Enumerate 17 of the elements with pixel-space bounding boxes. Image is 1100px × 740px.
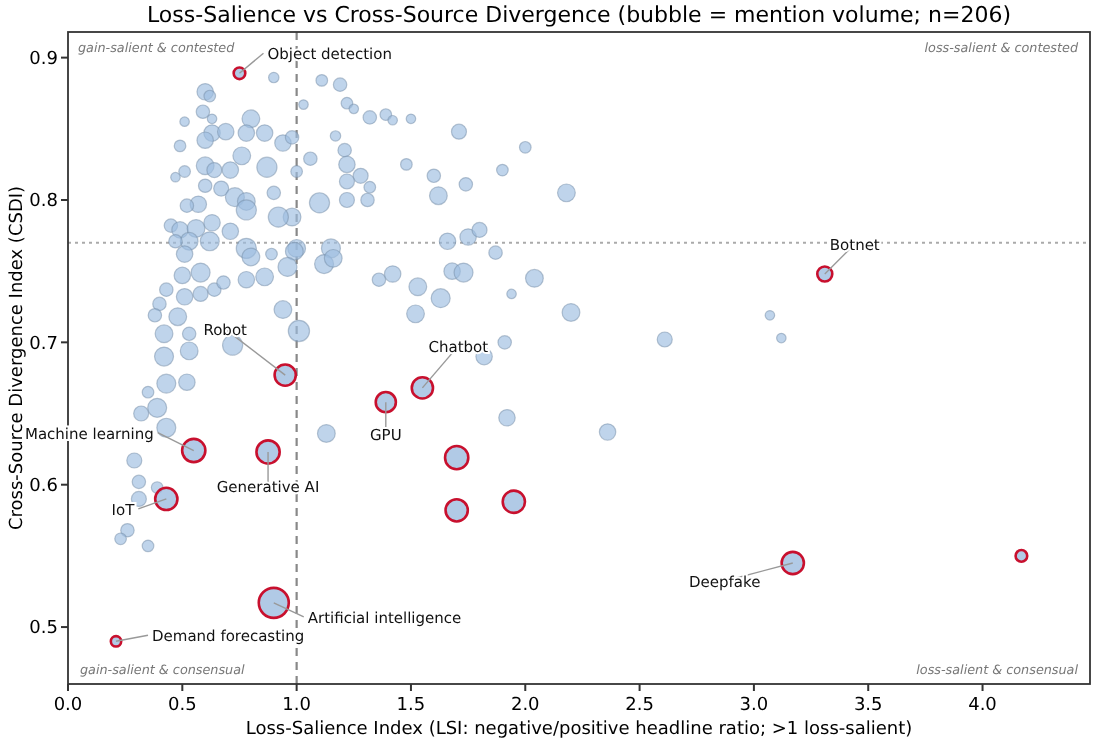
- x-tick-label: 2.5: [625, 696, 654, 716]
- x-tick-label: 1.5: [396, 696, 426, 716]
- y-tick-label: 0.5: [29, 619, 58, 640]
- y-tick-label: 0.9: [29, 50, 59, 71]
- x-tick-label: 3.5: [853, 696, 883, 716]
- x-tick-label: 3.0: [739, 696, 769, 716]
- x-tick-label: 1.0: [282, 696, 312, 716]
- chart-title: Loss-Salience vs Cross-Source Divergence (bubble = mention volume; n=206): [147, 2, 1011, 28]
- y-tick-label: 0.8: [29, 192, 59, 213]
- y-tick-label: 0.7: [29, 334, 58, 355]
- x-tick-label: 0.5: [167, 696, 197, 716]
- y-axis-title: Cross-Source Divergence Index (CSDI): [8, 185, 28, 531]
- x-tick-label: 0.0: [53, 696, 83, 716]
- x-tick-label: 2.0: [510, 696, 541, 716]
- x-axis-title: Loss-Salience Index (LSI: negative/positive headline ratio; >1 loss-salient): [245, 720, 913, 740]
- y-tick-label: 0.6: [29, 477, 59, 498]
- x-tick-label: 4.0: [968, 696, 998, 716]
